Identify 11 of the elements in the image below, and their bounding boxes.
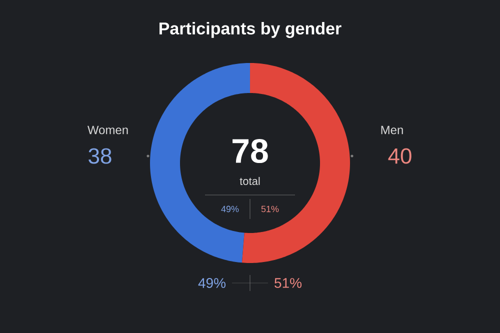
text: 51%	[261, 206, 279, 212]
data-label: 40	[388, 148, 412, 164]
text: 51%	[274, 278, 302, 288]
slice-label: Women	[87, 126, 128, 134]
data-label: 38	[88, 148, 112, 164]
chart-title: Participants by gender	[160, 22, 342, 38]
slice-label: Men	[381, 126, 403, 134]
text: total	[240, 176, 260, 186]
text: 78	[232, 138, 268, 164]
text: 49%	[221, 206, 239, 212]
text: 49%	[198, 278, 226, 288]
